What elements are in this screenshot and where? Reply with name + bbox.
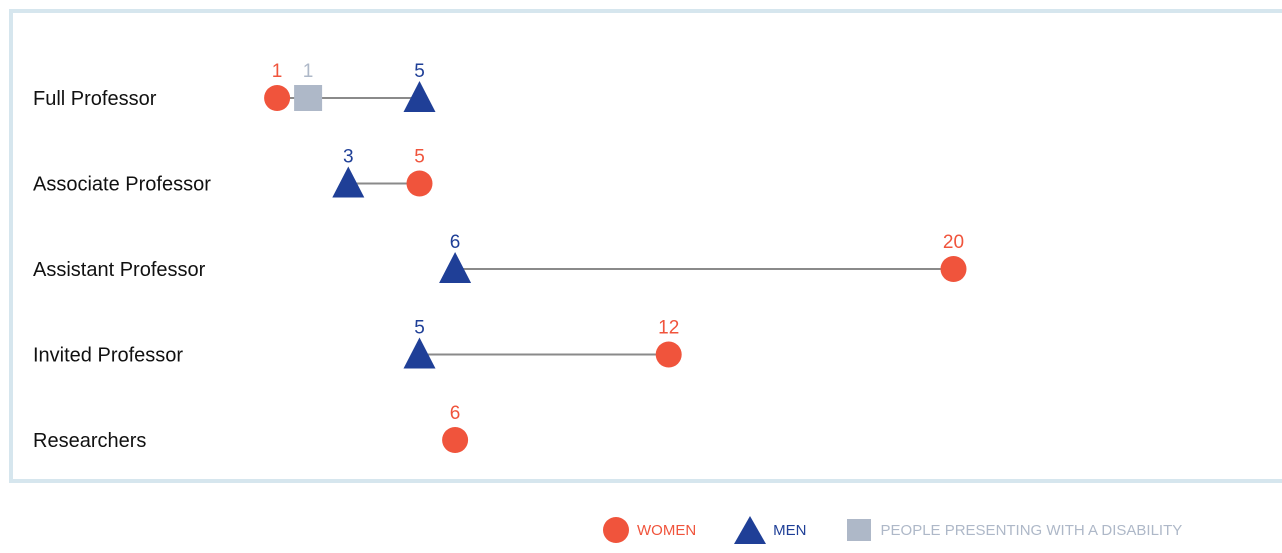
- legend-item-women: WOMEN: [602, 516, 696, 544]
- legend-item-disability: PEOPLE PRESENTING WITH A DISABILITY: [846, 519, 1183, 541]
- value-label-women-invited-professor: 12: [658, 318, 679, 339]
- value-label-women-researchers: 6: [450, 403, 461, 424]
- row-label-assistant-professor: Assistant Professor: [33, 259, 206, 281]
- chart-frame: [9, 9, 1282, 483]
- point-men-associate-professor: [332, 166, 365, 198]
- row-label-full-professor: Full Professor: [33, 88, 157, 110]
- legend-triangle-marker: [734, 516, 767, 544]
- value-label-people-full-professor: 1: [303, 61, 314, 82]
- row-label-associate-professor: Associate Professor: [33, 174, 211, 196]
- legend-item-men: MEN: [734, 516, 807, 544]
- row-label-researchers: Researchers: [33, 430, 146, 452]
- point-women-assistant-professor: [940, 256, 967, 282]
- legend-circle-marker: [602, 516, 630, 544]
- legend-label-women: WOMEN: [637, 521, 697, 539]
- value-label-women-associate-professor: 5: [414, 147, 425, 168]
- value-label-women-full-professor: 1: [272, 61, 283, 82]
- value-label-men-full-professor: 5: [414, 61, 425, 82]
- point-women-full-professor: [264, 85, 291, 111]
- row-label-invited-professor: Invited Professor: [33, 345, 183, 367]
- point-women-invited-professor: [655, 341, 682, 368]
- point-women-researchers: [442, 427, 469, 453]
- value-label-men-assistant-professor: 6: [450, 232, 461, 253]
- legend-square-marker: [846, 519, 871, 541]
- point-men-full-professor: [403, 81, 436, 112]
- point-women-associate-professor: [406, 170, 433, 197]
- chart-legend: WOMEN MEN PEOPLE PRESENTING WITH A DISAB…: [602, 515, 1182, 545]
- value-label-men-associate-professor: 3: [343, 147, 354, 168]
- point-men-assistant-professor: [439, 252, 472, 283]
- point-men-invited-professor: [403, 337, 436, 369]
- legend-label-men: MEN: [773, 521, 807, 539]
- value-label-women-assistant-professor: 20: [943, 232, 964, 253]
- point-people-full-professor: [294, 85, 323, 111]
- value-label-men-invited-professor: 5: [414, 318, 425, 339]
- legend-label-disability: PEOPLE PRESENTING WITH A DISABILITY: [880, 521, 1183, 539]
